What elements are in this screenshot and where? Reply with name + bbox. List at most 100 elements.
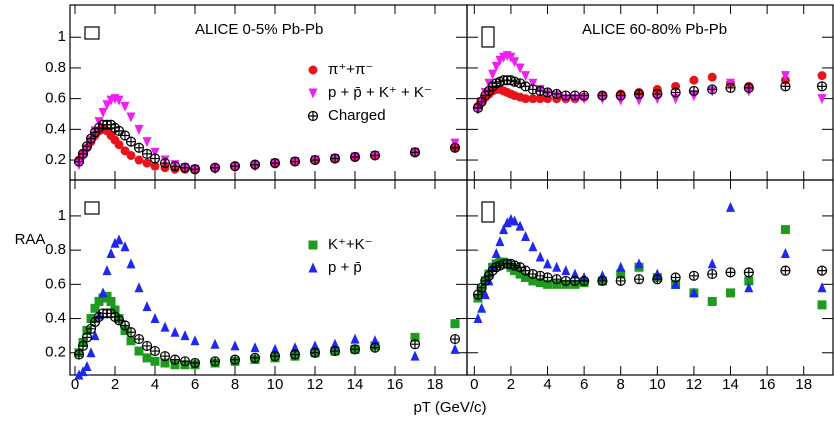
data-point [817, 71, 827, 81]
data-point [350, 333, 360, 344]
data-point [543, 258, 553, 269]
data-point [73, 349, 85, 360]
data-point [98, 287, 108, 298]
corner-box [84, 201, 100, 215]
data-point [78, 366, 88, 377]
data-point [289, 156, 301, 167]
data-point [528, 276, 538, 286]
data-point [289, 349, 301, 360]
data-point [509, 260, 520, 271]
data-point [309, 347, 321, 358]
x-tick-label: 16 [759, 376, 776, 393]
data-point [150, 147, 160, 158]
data-point [473, 313, 483, 324]
data-point [726, 201, 736, 212]
x-tick-label: 12 [686, 376, 703, 393]
data-point [86, 314, 96, 324]
data-point [743, 267, 754, 278]
data-point [113, 125, 125, 136]
data-point [450, 343, 460, 354]
x-tick-label: 6 [580, 376, 588, 393]
data-point [150, 356, 160, 366]
y-tick-label: 0.4 [45, 310, 66, 327]
data-point [369, 150, 381, 161]
data-point [180, 330, 190, 341]
data-point [150, 161, 160, 171]
legend-marker [308, 65, 318, 75]
corner-box [84, 26, 100, 40]
data-point [189, 357, 201, 369]
data-point [509, 76, 520, 87]
data-point [113, 315, 125, 326]
data-point [510, 266, 520, 276]
data-point [409, 147, 421, 158]
data-point [249, 352, 261, 363]
data-point [160, 358, 170, 368]
data-point [707, 258, 717, 269]
data-point [535, 251, 545, 262]
x-tick-label: 0 [470, 376, 478, 393]
y-tick-label: 0.6 [45, 90, 66, 107]
data-point [85, 323, 97, 334]
data-point [521, 94, 531, 104]
data-point [510, 57, 520, 68]
data-point [569, 275, 581, 287]
data-point [551, 88, 562, 100]
data-point [817, 282, 827, 293]
data-point [189, 164, 201, 175]
data-point [634, 258, 644, 269]
data-point [141, 148, 153, 159]
data-point [652, 94, 662, 105]
data-point [369, 342, 381, 353]
data-point [102, 100, 112, 111]
data-point [780, 248, 790, 259]
data-point [269, 351, 281, 362]
data-point [560, 275, 571, 287]
data-point [552, 261, 562, 272]
data-point [515, 269, 525, 279]
data-point [81, 332, 93, 343]
y-tick-label: 0.2 [45, 151, 66, 168]
x-tick-label: 16 [387, 376, 404, 393]
x-tick-label: 12 [307, 376, 324, 393]
legend-marker [308, 88, 318, 99]
y-tick-label: 0.6 [45, 275, 66, 292]
data-point [535, 94, 545, 104]
data-point [515, 220, 525, 231]
data-point [725, 82, 736, 93]
data-point [134, 282, 144, 293]
data-point [707, 84, 718, 95]
legend-label: π⁺+π⁻ [328, 61, 373, 78]
data-point [209, 162, 221, 173]
data-point [90, 303, 100, 313]
legend-label: p + p̄ + K⁺ + K⁻ [328, 84, 432, 101]
data-point [310, 340, 320, 351]
x-tick-label: 14 [347, 376, 364, 393]
data-point [250, 342, 260, 353]
data-point [114, 95, 124, 106]
data-point [817, 300, 827, 310]
data-point [270, 343, 280, 354]
data-point [615, 90, 626, 101]
data-point [542, 87, 553, 98]
data-point [780, 81, 791, 92]
data-point [142, 301, 152, 312]
data-point [120, 101, 130, 112]
data-point [689, 287, 699, 298]
data-point [329, 153, 341, 164]
data-point [82, 360, 92, 371]
data-point [106, 296, 116, 306]
data-point [542, 272, 553, 283]
data-point [743, 82, 754, 93]
data-point [134, 124, 144, 135]
y-tick-label: 0.4 [45, 120, 66, 137]
data-point [125, 327, 137, 338]
data-point [149, 345, 161, 357]
data-point [528, 241, 538, 252]
data-point [229, 354, 241, 365]
data-point [210, 338, 220, 349]
y-axis-label: RAA [15, 231, 46, 248]
data-point [552, 279, 562, 289]
data-point [570, 268, 580, 279]
